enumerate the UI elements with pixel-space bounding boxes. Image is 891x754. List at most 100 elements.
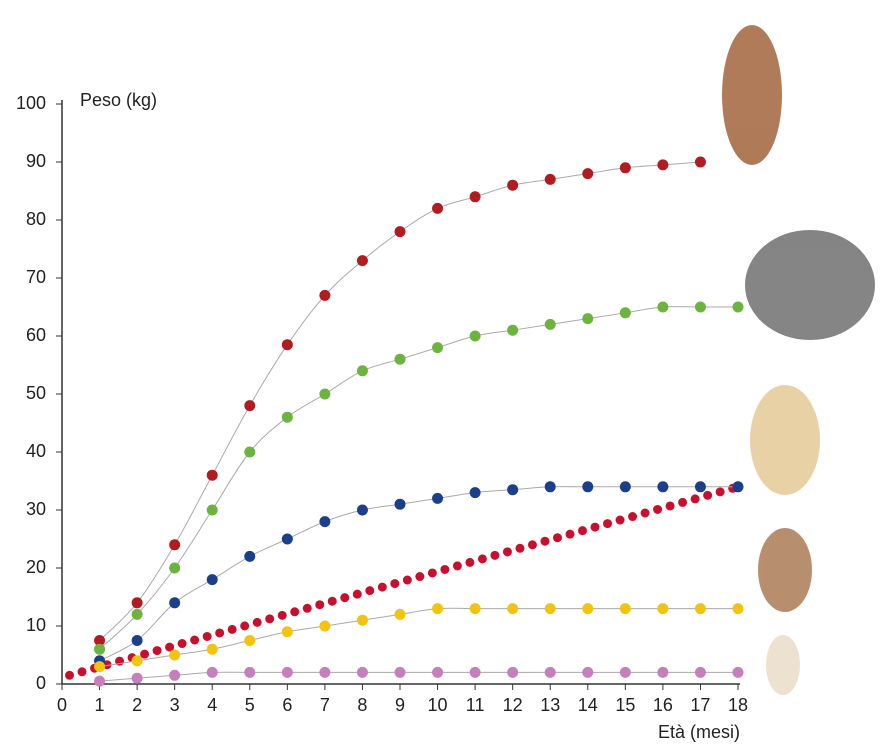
y-tick-label: 80 — [26, 209, 46, 229]
data-point — [507, 603, 518, 614]
y-tick-label: 0 — [36, 673, 46, 693]
data-point — [507, 325, 518, 336]
data-point — [470, 603, 481, 614]
x-axis-label: Età (mesi) — [658, 722, 740, 742]
data-point — [207, 574, 218, 585]
data-point — [545, 481, 556, 492]
y-tick-label: 40 — [26, 441, 46, 461]
data-point — [244, 447, 255, 458]
data-point — [395, 667, 406, 678]
chart: Peso (kg) Età (mesi) 0102030405060708090… — [0, 0, 891, 749]
data-point — [657, 159, 668, 170]
data-point — [357, 667, 368, 678]
data-point — [319, 389, 330, 400]
x-tick-label: 10 — [428, 695, 448, 715]
x-tick-label: 4 — [207, 695, 217, 715]
data-point — [507, 484, 518, 495]
data-point — [733, 481, 744, 492]
data-point — [470, 191, 481, 202]
data-point — [357, 505, 368, 516]
data-point — [695, 481, 706, 492]
x-tick-label: 17 — [690, 695, 710, 715]
data-point — [132, 673, 143, 684]
data-point — [132, 597, 143, 608]
y-tick-label: 70 — [26, 267, 46, 287]
data-point — [545, 667, 556, 678]
data-point — [620, 667, 631, 678]
x-tick-label: 1 — [95, 695, 105, 715]
data-point — [357, 365, 368, 376]
data-point — [507, 180, 518, 191]
data-point — [545, 603, 556, 614]
data-point — [244, 551, 255, 562]
data-point — [94, 644, 105, 655]
data-point — [357, 615, 368, 626]
dog-golden-retriever — [750, 385, 820, 495]
data-point — [657, 667, 668, 678]
x-tick-label: 9 — [395, 695, 405, 715]
data-point — [582, 603, 593, 614]
series-line — [100, 672, 738, 681]
data-point — [695, 157, 706, 168]
data-point — [507, 667, 518, 678]
x-tick-label: 14 — [578, 695, 598, 715]
data-point — [207, 505, 218, 516]
data-point — [244, 400, 255, 411]
dog-saint-bernard — [722, 25, 782, 165]
data-point — [657, 481, 668, 492]
x-tick-label: 12 — [503, 695, 523, 715]
data-point — [695, 667, 706, 678]
dog-chihuahua — [766, 635, 800, 695]
x-tick-label: 15 — [615, 695, 635, 715]
data-point — [470, 331, 481, 342]
data-point — [395, 499, 406, 510]
x-tick-label: 16 — [653, 695, 673, 715]
y-tick-label: 50 — [26, 383, 46, 403]
x-tick-label: 18 — [728, 695, 748, 715]
data-point — [319, 516, 330, 527]
data-point — [207, 667, 218, 678]
data-point — [470, 487, 481, 498]
data-point — [733, 603, 744, 614]
data-point — [545, 174, 556, 185]
data-point — [319, 667, 330, 678]
data-point — [470, 667, 481, 678]
data-point — [620, 307, 631, 318]
data-point — [132, 635, 143, 646]
data-point — [169, 650, 180, 661]
reference-line — [70, 487, 738, 676]
dog-pictures — [722, 25, 875, 695]
data-point — [94, 661, 105, 672]
data-point — [733, 667, 744, 678]
data-point — [620, 481, 631, 492]
data-point — [432, 493, 443, 504]
data-point — [695, 603, 706, 614]
data-point — [282, 339, 293, 350]
data-point — [169, 670, 180, 681]
data-point — [620, 162, 631, 173]
data-point — [169, 539, 180, 550]
x-tick-label: 0 — [57, 695, 67, 715]
data-point — [582, 481, 593, 492]
x-tick-label: 3 — [170, 695, 180, 715]
data-point — [395, 226, 406, 237]
x-tick-label: 6 — [282, 695, 292, 715]
y-tick-label: 20 — [26, 557, 46, 577]
data-point — [319, 621, 330, 632]
dog-beagle — [758, 528, 812, 612]
data-point — [432, 603, 443, 614]
data-point — [395, 354, 406, 365]
data-point — [582, 168, 593, 179]
data-point — [432, 203, 443, 214]
data-point — [620, 603, 631, 614]
data-point — [132, 655, 143, 666]
data-point — [94, 676, 105, 687]
data-point — [169, 597, 180, 608]
data-point — [207, 470, 218, 481]
data-point — [282, 667, 293, 678]
series-line — [100, 307, 738, 650]
data-point — [582, 667, 593, 678]
y-tick-label: 60 — [26, 325, 46, 345]
data-point — [319, 290, 330, 301]
x-tick-label: 13 — [540, 695, 560, 715]
